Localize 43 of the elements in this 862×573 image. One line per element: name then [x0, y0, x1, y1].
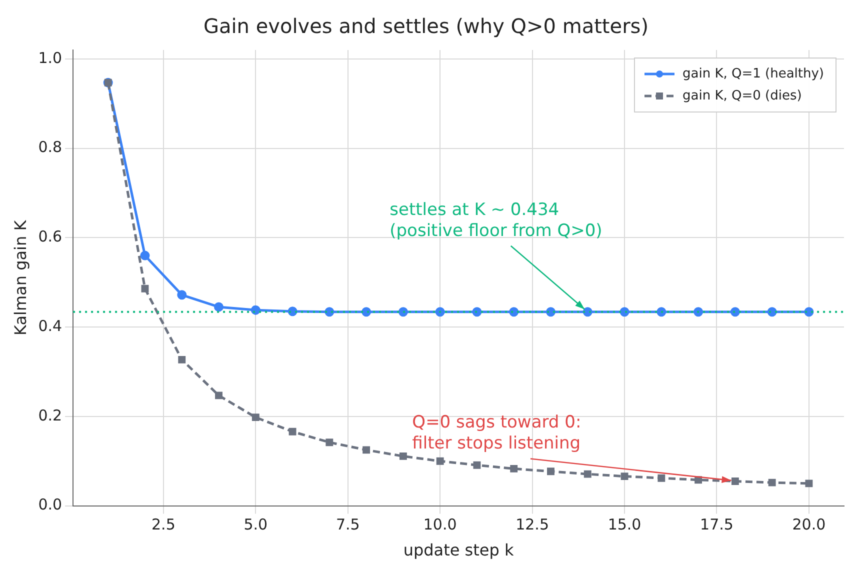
point [214, 302, 224, 312]
legend-label: gain K, Q=1 (healthy) [682, 66, 824, 82]
point [252, 414, 260, 422]
point [326, 438, 334, 446]
point [584, 470, 592, 478]
x-tick-label: 20.0 [792, 516, 826, 534]
y-tick-label: 1.0 [38, 48, 62, 67]
y-axis-title: Kalman gain K [10, 220, 30, 336]
point [473, 461, 481, 469]
y-tick-label: 0.4 [38, 316, 62, 335]
point [436, 457, 444, 465]
point [288, 428, 296, 436]
point [731, 478, 739, 485]
point [694, 476, 702, 484]
x-tick-label: 15.0 [608, 516, 642, 534]
point [547, 468, 554, 476]
x-tick-label: 7.5 [336, 516, 360, 534]
point [399, 452, 407, 460]
chart-title: Gain evolves and settles (why Q>0 matters) [203, 14, 649, 38]
legend-label: gain K, Q=0 (dies) [682, 88, 802, 104]
point [768, 478, 776, 486]
y-tick-label: 0.0 [38, 496, 62, 514]
annotation: Q=0 sags toward 0: filter stops listening [412, 412, 582, 454]
x-tick-label: 5.0 [244, 516, 268, 534]
point [177, 290, 187, 300]
x-tick-label: 12.5 [516, 516, 550, 534]
x-tick-label: 2.5 [152, 516, 176, 534]
annotation: settles at K ~ 0.434 (positive floor from Q>0) [390, 200, 602, 241]
point [141, 284, 149, 292]
point [178, 356, 186, 364]
point [510, 464, 518, 472]
y-tick-label: 0.6 [38, 228, 62, 246]
x-tick-label: 10.0 [423, 516, 457, 534]
x-axis-title: update step k [403, 540, 514, 560]
point [805, 480, 813, 488]
point [215, 392, 222, 400]
point [620, 472, 628, 480]
point [140, 250, 150, 260]
y-tick-label: 0.8 [38, 138, 62, 156]
x-tick-label: 17.5 [700, 516, 734, 534]
point [658, 474, 666, 482]
point [362, 446, 370, 454]
y-tick-label: 0.2 [38, 406, 62, 424]
